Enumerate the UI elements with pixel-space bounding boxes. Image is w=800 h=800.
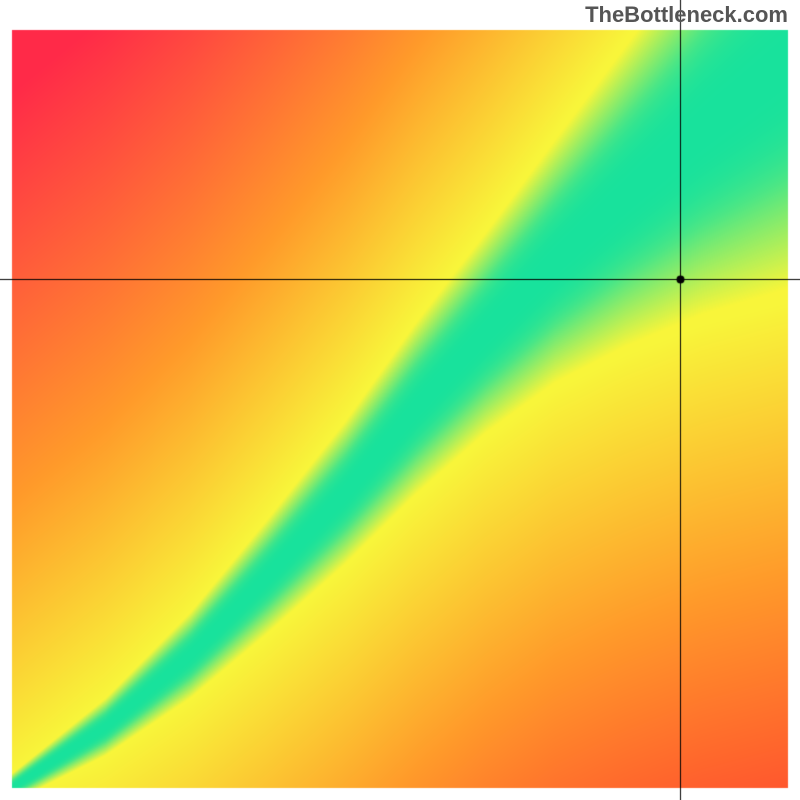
chart-container: TheBottleneck.com [0,0,800,800]
attribution-label: TheBottleneck.com [585,2,788,28]
heatmap-canvas [0,0,800,800]
